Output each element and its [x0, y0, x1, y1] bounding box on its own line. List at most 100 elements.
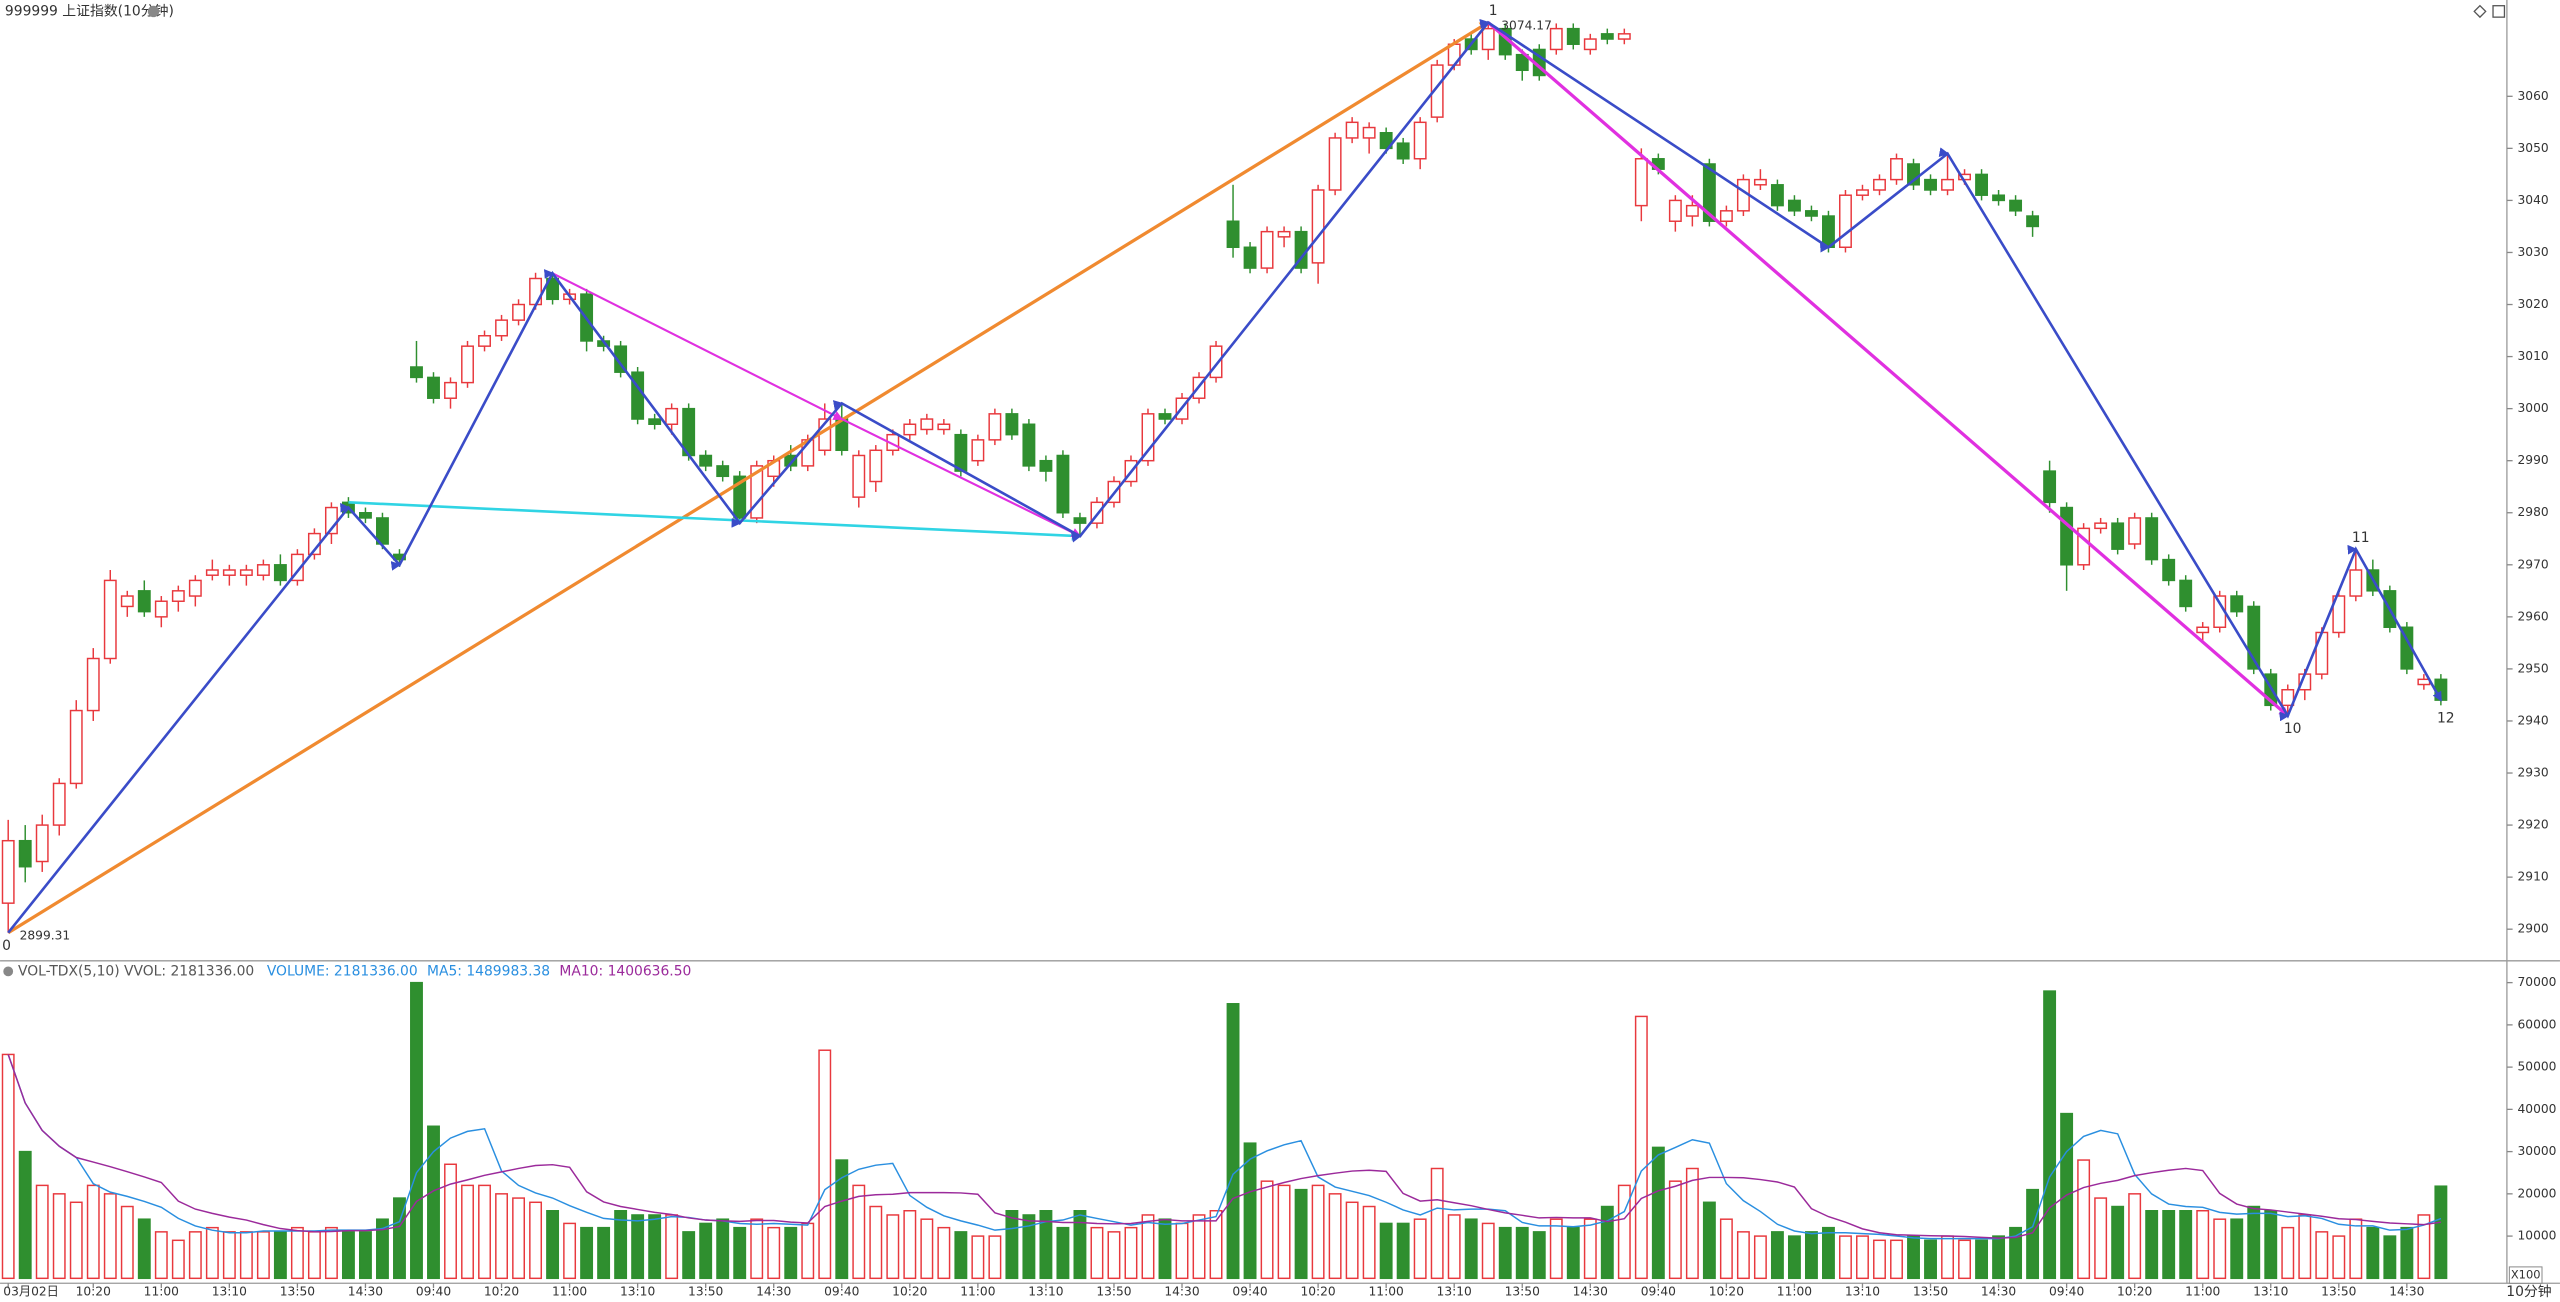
volume-bar [205, 1226, 219, 1280]
volume-bar [1039, 1210, 1053, 1280]
candle-body [1753, 178, 1767, 186]
y-tick-label: 3010 [2518, 349, 2549, 363]
y-tick-label: 3060 [2518, 89, 2549, 103]
volume-bar [2349, 1218, 2363, 1280]
volume-bar [1566, 1226, 1580, 1280]
volume-bar [1651, 1146, 1665, 1280]
volume-bar [1192, 1214, 1206, 1280]
volume-bar [1345, 1201, 1359, 1280]
volume-bar [1124, 1226, 1138, 1280]
volume-bar [767, 1226, 781, 1280]
volume-bar [1532, 1231, 1546, 1280]
x-tick-label: 14:30 [1573, 1285, 1608, 1299]
candle-body [1566, 27, 1580, 45]
candle-body [359, 512, 372, 519]
volume-bar [103, 1193, 117, 1280]
volume-bar [2009, 1226, 2023, 1280]
candle-body [954, 433, 968, 472]
volume-bar [1005, 1210, 1019, 1280]
volume-icon[interactable] [3, 966, 14, 977]
candle-body [631, 371, 645, 420]
wave-label: 1 [1489, 3, 1498, 19]
volume-bar [1056, 1226, 1070, 1280]
volume-bar [171, 1239, 185, 1280]
low-price-label: 2899.31 [20, 929, 71, 943]
candle-body [69, 709, 83, 785]
volume-bar [699, 1222, 713, 1280]
volume-bar [801, 1222, 815, 1280]
candle-body [1056, 454, 1070, 514]
volume-bar [1975, 1239, 1989, 1280]
title-icon[interactable] [147, 5, 160, 18]
candle-body [86, 657, 100, 712]
volume-bar [1583, 1218, 1597, 1280]
candle-body [937, 423, 951, 431]
candle-body [1396, 142, 1410, 160]
candle-body [1856, 189, 1869, 196]
candle-body [1260, 230, 1274, 269]
volume-bar [1141, 1214, 1155, 1280]
volume-bar [1617, 1184, 1631, 1280]
candle-body [869, 449, 883, 483]
candle-body [2060, 506, 2074, 566]
legend-ma10: MA10: 1400636.50 [559, 963, 691, 979]
volume-bar [1464, 1218, 1478, 1280]
window-icon[interactable] [2492, 5, 2506, 18]
y-tick-label: 3050 [2518, 141, 2549, 155]
diamond-icon[interactable] [2473, 4, 2487, 19]
x-tick-label: 10:20 [1709, 1285, 1744, 1299]
volume-bar [137, 1218, 151, 1280]
x-tick-label: 14:30 [2389, 1285, 2424, 1299]
volume-bar [495, 1193, 508, 1280]
volume-bar [1992, 1235, 2006, 1280]
candle-body [988, 413, 1002, 441]
volume-bar [2094, 1197, 2108, 1280]
volume-bar [410, 981, 423, 1280]
volume-bar [1260, 1180, 1274, 1280]
candle-body [2196, 626, 2210, 634]
candle-body [205, 569, 219, 576]
candle-body [2145, 517, 2159, 561]
high-price-label: 3074.17 [1501, 18, 1552, 32]
x-tick-label: 13:50 [1913, 1285, 1948, 1299]
candle-body [1924, 178, 1937, 191]
candle-body [1277, 230, 1291, 238]
volume-bar [1107, 1231, 1121, 1280]
volume-bar [1719, 1218, 1733, 1280]
volume-bar [954, 1231, 968, 1280]
volume-header: VOL-TDX(5,10) VVOL: 2181336.00 VOLUME: 2… [18, 963, 691, 979]
x-tick-label: 10:20 [484, 1285, 519, 1299]
candle-body [461, 345, 474, 384]
candle-body [1481, 27, 1495, 51]
candle-body [1039, 459, 1053, 472]
volume-bar [2383, 1235, 2397, 1280]
wave-label: 12 [2437, 710, 2455, 726]
volume-bar [1736, 1231, 1750, 1280]
volume-bar [886, 1214, 900, 1280]
candle-body [120, 595, 134, 608]
wave-line [7, 18, 2443, 934]
volume-bar [188, 1231, 202, 1280]
volume-bar [784, 1226, 798, 1280]
volume-bar [120, 1205, 134, 1280]
volume-bar [69, 1201, 83, 1280]
volume-bar [2332, 1235, 2346, 1280]
volume-bar [1362, 1205, 1376, 1280]
candle-body [1413, 121, 1427, 160]
candle-body [1345, 121, 1359, 139]
candle-body [2009, 199, 2023, 212]
volume-bar [2400, 1226, 2414, 1280]
candle-body [290, 553, 304, 582]
volume-bar [1549, 1218, 1563, 1280]
volume-bar [1958, 1239, 1971, 1280]
volume-bar [1277, 1184, 1291, 1280]
volume-bar [2213, 1218, 2227, 1280]
candle-body [648, 418, 662, 425]
volume-bar [2145, 1210, 2159, 1280]
volume-bar [2162, 1210, 2176, 1280]
volume-bar [512, 1197, 526, 1280]
volume-bar [2077, 1159, 2091, 1280]
candle-body [1839, 194, 1852, 248]
volume-bar [937, 1226, 951, 1280]
volume-tick-label: 10000 [2518, 1229, 2557, 1243]
